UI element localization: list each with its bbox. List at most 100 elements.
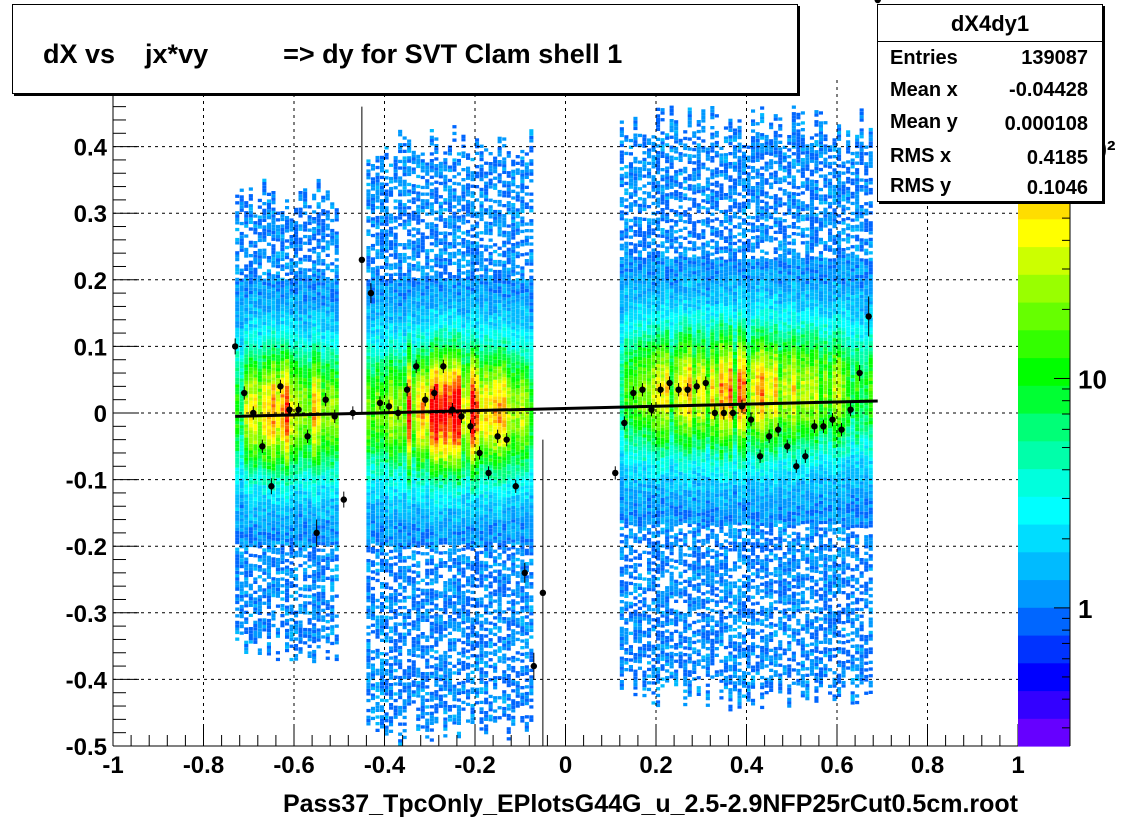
heatmap-cell xyxy=(384,455,389,460)
heatmap-cell xyxy=(248,210,253,215)
heatmap-cell xyxy=(275,431,280,435)
heatmap-cell xyxy=(398,203,403,207)
heatmap-cell xyxy=(253,524,258,528)
heatmap-cell xyxy=(370,576,375,581)
heatmap-cell xyxy=(384,389,389,393)
heatmap-cell xyxy=(280,307,285,311)
heatmap-cell xyxy=(402,502,407,506)
heatmap-cell xyxy=(289,498,294,502)
heatmap-cell xyxy=(411,210,416,215)
heatmap-cell xyxy=(316,538,321,542)
heatmap-cell xyxy=(434,353,439,358)
heatmap-cell xyxy=(248,290,253,294)
heatmap-cell xyxy=(285,389,290,393)
heatmap-cell xyxy=(289,404,294,409)
heatmap-cell xyxy=(303,324,308,329)
heatmap-cell xyxy=(248,373,253,378)
heatmap-cell xyxy=(262,248,267,252)
heatmap-cell xyxy=(416,278,421,282)
heatmap-cell xyxy=(411,527,416,531)
heatmap-cell xyxy=(275,281,280,285)
heatmap-cell xyxy=(312,579,317,584)
heatmap-cell xyxy=(425,265,430,270)
heatmap-cell xyxy=(266,362,271,366)
heatmap-cell xyxy=(266,612,271,616)
heatmap-cell xyxy=(280,354,285,358)
heatmap-cell xyxy=(407,582,412,586)
heatmap-cell xyxy=(316,238,321,243)
heatmap-cell xyxy=(330,505,335,509)
heatmap-cell xyxy=(294,394,299,398)
heatmap-cell xyxy=(393,432,398,436)
heatmap-cell xyxy=(257,461,262,466)
heatmap-cell xyxy=(389,220,394,224)
heatmap-cell xyxy=(334,358,339,362)
heatmap-cell xyxy=(316,645,321,649)
heatmap-cell xyxy=(398,273,403,277)
heatmap-cell xyxy=(434,683,439,687)
heatmap-cell xyxy=(429,452,434,456)
heatmap-cell xyxy=(321,492,326,496)
heatmap-cell xyxy=(384,452,389,456)
heatmap-cell xyxy=(303,328,308,332)
heatmap-cell xyxy=(389,446,394,450)
heatmap-cell xyxy=(370,370,375,374)
heatmap-cell xyxy=(425,672,430,676)
heatmap-cell xyxy=(275,334,280,339)
heatmap-cell xyxy=(366,189,371,193)
heatmap-cell xyxy=(248,240,253,244)
heatmap-cell xyxy=(285,535,290,539)
heatmap-cell xyxy=(248,267,253,271)
heatmap-cell xyxy=(248,204,253,208)
heatmap-cell xyxy=(325,287,330,291)
heatmap-cell xyxy=(393,642,398,646)
heatmap-cell xyxy=(266,572,271,576)
heatmap-cell xyxy=(407,419,412,423)
heatmap-cell xyxy=(434,663,439,667)
heatmap-cell xyxy=(366,605,371,609)
heatmap-cell xyxy=(434,320,439,324)
heatmap-cell xyxy=(370,623,375,627)
heatmap-cell xyxy=(416,198,421,202)
heatmap-cell xyxy=(298,364,303,368)
heatmap-cell xyxy=(321,328,326,333)
heatmap-cell xyxy=(411,693,416,697)
heatmap-cell xyxy=(271,274,276,278)
heatmap-cell xyxy=(334,248,339,252)
heatmap-cell xyxy=(384,515,389,520)
heatmap-cell xyxy=(298,620,303,624)
heatmap-cell xyxy=(280,577,285,581)
heatmap-cell xyxy=(425,192,430,196)
heatmap-cell xyxy=(366,615,371,619)
heatmap-cell xyxy=(411,393,416,398)
heatmap-cell xyxy=(370,323,375,328)
heatmap-cell xyxy=(429,325,434,329)
heatmap-cell xyxy=(407,336,412,340)
heatmap-cell xyxy=(289,381,294,385)
heatmap-cell xyxy=(384,209,389,213)
heatmap-cell xyxy=(411,457,416,461)
heatmap-cell xyxy=(262,505,267,509)
heatmap-cell xyxy=(407,629,412,633)
heatmap-cell xyxy=(366,206,371,210)
heatmap-cell xyxy=(289,624,294,628)
heatmap-cell xyxy=(380,721,385,726)
heatmap-cell xyxy=(434,407,439,411)
heatmap-cell xyxy=(366,232,371,236)
heatmap-cell xyxy=(253,254,258,258)
heatmap-cell xyxy=(393,246,398,250)
heatmap-cell xyxy=(330,478,335,482)
heatmap-cell xyxy=(389,386,394,390)
heatmap-cell xyxy=(384,346,389,350)
heatmap-cell xyxy=(334,461,339,465)
heatmap-cell xyxy=(393,339,398,343)
heatmap-cell xyxy=(275,421,280,425)
heatmap-cell xyxy=(248,274,253,278)
heatmap-cell xyxy=(294,647,299,651)
heatmap-cell xyxy=(393,422,398,426)
heatmap-cell xyxy=(434,357,439,361)
heatmap-cell xyxy=(325,253,330,257)
heatmap-cell xyxy=(271,357,276,361)
heatmap-cell xyxy=(366,172,371,177)
heatmap-cell xyxy=(325,423,330,427)
